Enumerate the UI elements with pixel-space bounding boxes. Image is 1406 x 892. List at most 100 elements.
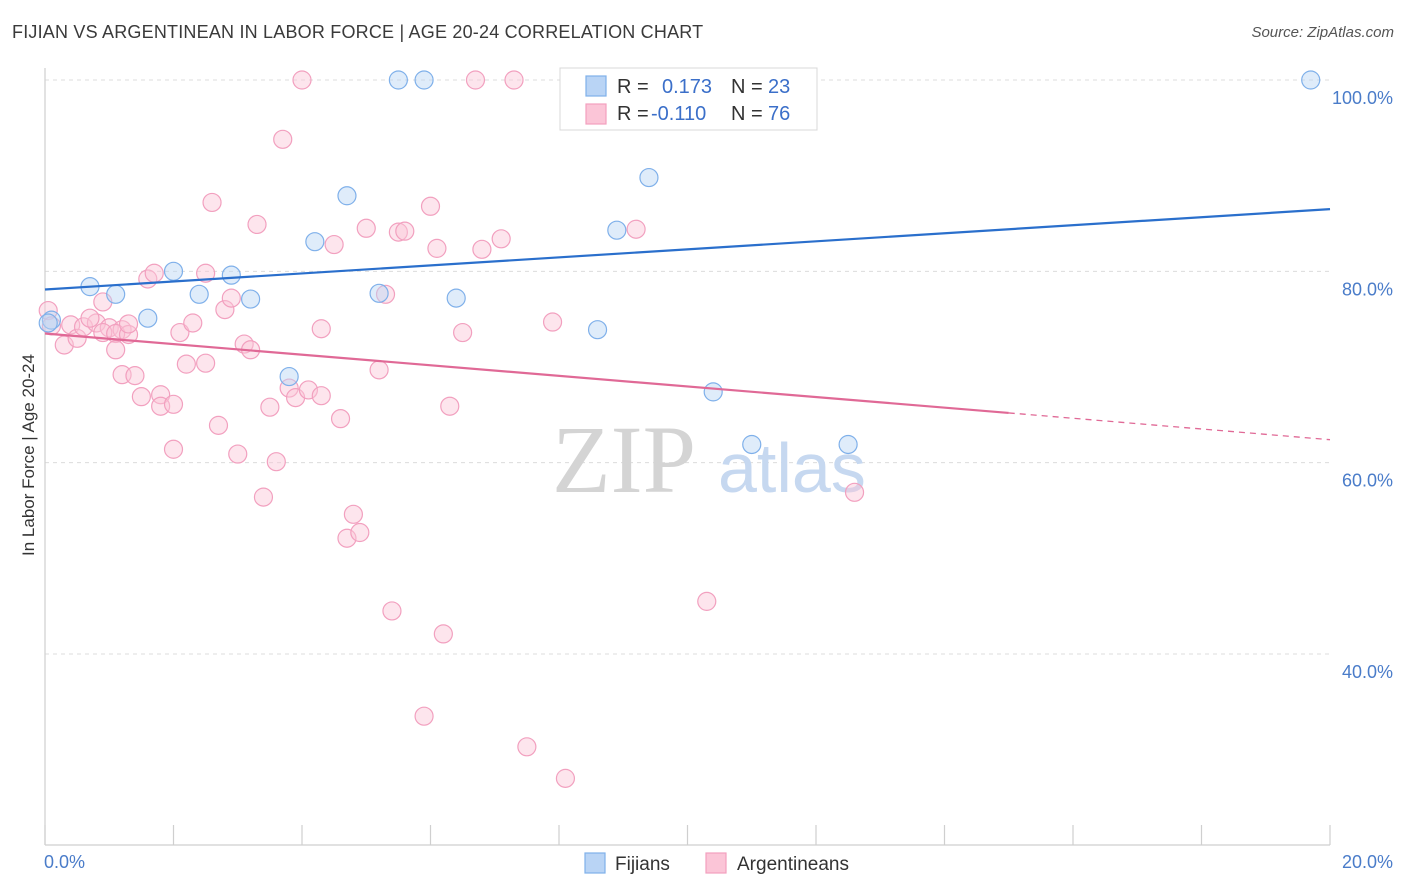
argentineans-trend-line — [44, 332, 1009, 415]
y-tick-labels: 40.0% 60.0% 80.0% 100.0% — [1332, 88, 1393, 682]
argentineans-point-48 — [324, 234, 344, 255]
argentineans-point-74 — [697, 591, 717, 611]
argentineans-point-61 — [427, 238, 447, 258]
argentineans-point-18 — [131, 387, 151, 407]
fijians-point-15 — [587, 320, 608, 340]
fijians-point-20 — [838, 434, 858, 455]
source-label: Source: ZipAtlas.com — [1251, 24, 1394, 41]
argentineans-point-27 — [183, 313, 203, 333]
y-axis-title: In Labor Force | Age 20-24 — [19, 354, 38, 556]
legend-n-value-2: 76 — [768, 103, 790, 125]
argentineans-point-46 — [311, 386, 331, 406]
argentineans-point-68 — [504, 70, 524, 90]
x-tick-label-1: 20.0% — [1342, 852, 1393, 872]
argentineans-point-54 — [369, 360, 389, 380]
argentineans-point-38 — [253, 487, 274, 507]
argentineans-point-49 — [330, 409, 351, 429]
fijians-point-9 — [305, 232, 325, 252]
legend-r-label-2: R = — [617, 103, 649, 125]
x-tick-label-0: 0.0% — [44, 852, 85, 872]
argentineans-point-20 — [144, 263, 164, 283]
y-tick-label-1: 60.0% — [1342, 471, 1393, 491]
bottom-swatch-argentineans — [705, 852, 727, 874]
fijians-point-4 — [163, 261, 184, 281]
argentineans-point-75 — [844, 482, 865, 502]
argentineans-point-51 — [343, 504, 363, 524]
fijians-point-7 — [241, 289, 261, 309]
argentineans-point-40 — [266, 452, 286, 472]
argentineans-point-33 — [221, 288, 241, 308]
argentineans-point-42 — [279, 378, 299, 398]
argentineans-point-59 — [414, 706, 434, 726]
x-tick-labels: 0.0% 20.0% — [44, 852, 1393, 872]
argentineans-point-32 — [215, 300, 235, 320]
argentineans-point-39 — [260, 397, 280, 417]
chart-title: FIJIAN VS ARGENTINEAN IN LABOR FORCE | A… — [12, 22, 704, 42]
trend-lines — [44, 208, 1331, 441]
argentineans-point-14 — [106, 340, 126, 360]
legend-n-label-1: N = — [731, 76, 763, 98]
fijians-point-17 — [639, 167, 659, 188]
legend-swatch-argentineans — [585, 103, 607, 125]
fijians-point-13 — [414, 70, 434, 90]
gridlines — [45, 79, 1330, 655]
fijians-points — [38, 70, 1321, 455]
fijians-point-11 — [369, 283, 389, 303]
bottom-legend-argentineans: Argentineans — [737, 854, 849, 875]
argentineans-point-37 — [247, 214, 267, 235]
argentineans-point-30 — [202, 192, 222, 213]
argentineans-point-69 — [517, 737, 537, 757]
argentineans-point-17 — [125, 366, 145, 386]
legend-r-label-1: R = — [617, 76, 649, 98]
argentineans-point-23 — [163, 439, 184, 459]
argentineans-point-21 — [151, 385, 171, 405]
legend-n-value-1: 23 — [768, 76, 790, 98]
correlation-legend: R = 0.173 N = 23 R = -0.110 N = 76 — [559, 67, 818, 131]
argentineans-point-60 — [420, 196, 441, 216]
argentineans-point-66 — [472, 239, 492, 259]
fijians-point-14 — [446, 288, 466, 308]
argentineans-point-58 — [395, 221, 415, 241]
argentineans-trend-extension — [1008, 412, 1331, 441]
fijians-point-22 — [38, 313, 58, 333]
y-tick-label-2: 80.0% — [1342, 279, 1393, 299]
argentineans-point-31 — [208, 415, 229, 435]
argentineans-point-44 — [292, 70, 312, 90]
fijians-point-18 — [703, 382, 723, 402]
watermark-zip: ZIP — [552, 406, 696, 513]
argentineans-point-41 — [273, 129, 293, 149]
legend-r-value-1: 0.173 — [662, 76, 712, 98]
argentineans-point-10 — [80, 308, 100, 328]
fijians-point-2 — [106, 284, 126, 304]
argentineans-point-67 — [491, 229, 511, 249]
fijians-point-0 — [41, 310, 62, 330]
argentineans-point-64 — [453, 322, 473, 343]
fijians-point-12 — [388, 70, 408, 90]
argentineans-point-34 — [228, 444, 248, 464]
argentineans-point-29 — [196, 353, 216, 373]
bottom-swatch-fijians — [584, 852, 606, 874]
fijians-point-21 — [1301, 70, 1321, 90]
argentineans-point-47 — [311, 319, 331, 339]
argentineans-point-53 — [356, 218, 376, 238]
fijians-point-10 — [337, 186, 357, 206]
argentineans-point-62 — [433, 624, 453, 644]
argentineans-point-65 — [465, 70, 486, 90]
series-legend: Fijians Argentineans — [584, 852, 849, 875]
argentineans-point-4 — [67, 328, 87, 348]
argentineans-point-15 — [118, 314, 139, 334]
axes — [44, 68, 1331, 846]
argentineans-point-63 — [440, 396, 460, 416]
fijians-point-3 — [138, 308, 158, 328]
legend-swatch-fijians — [585, 75, 607, 97]
legend-r-value-2: -0.110 — [651, 103, 706, 125]
argentineans-point-24 — [163, 394, 184, 414]
argentineans-point-72 — [626, 219, 646, 239]
legend-n-label-2: N = — [731, 103, 763, 125]
argentineans-point-71 — [555, 768, 576, 788]
argentineans-point-52 — [350, 522, 370, 543]
argentineans-points — [38, 70, 865, 788]
bottom-legend-fijians: Fijians — [615, 854, 670, 875]
y-tick-label-0: 40.0% — [1342, 662, 1393, 682]
fijians-point-19 — [742, 434, 762, 455]
